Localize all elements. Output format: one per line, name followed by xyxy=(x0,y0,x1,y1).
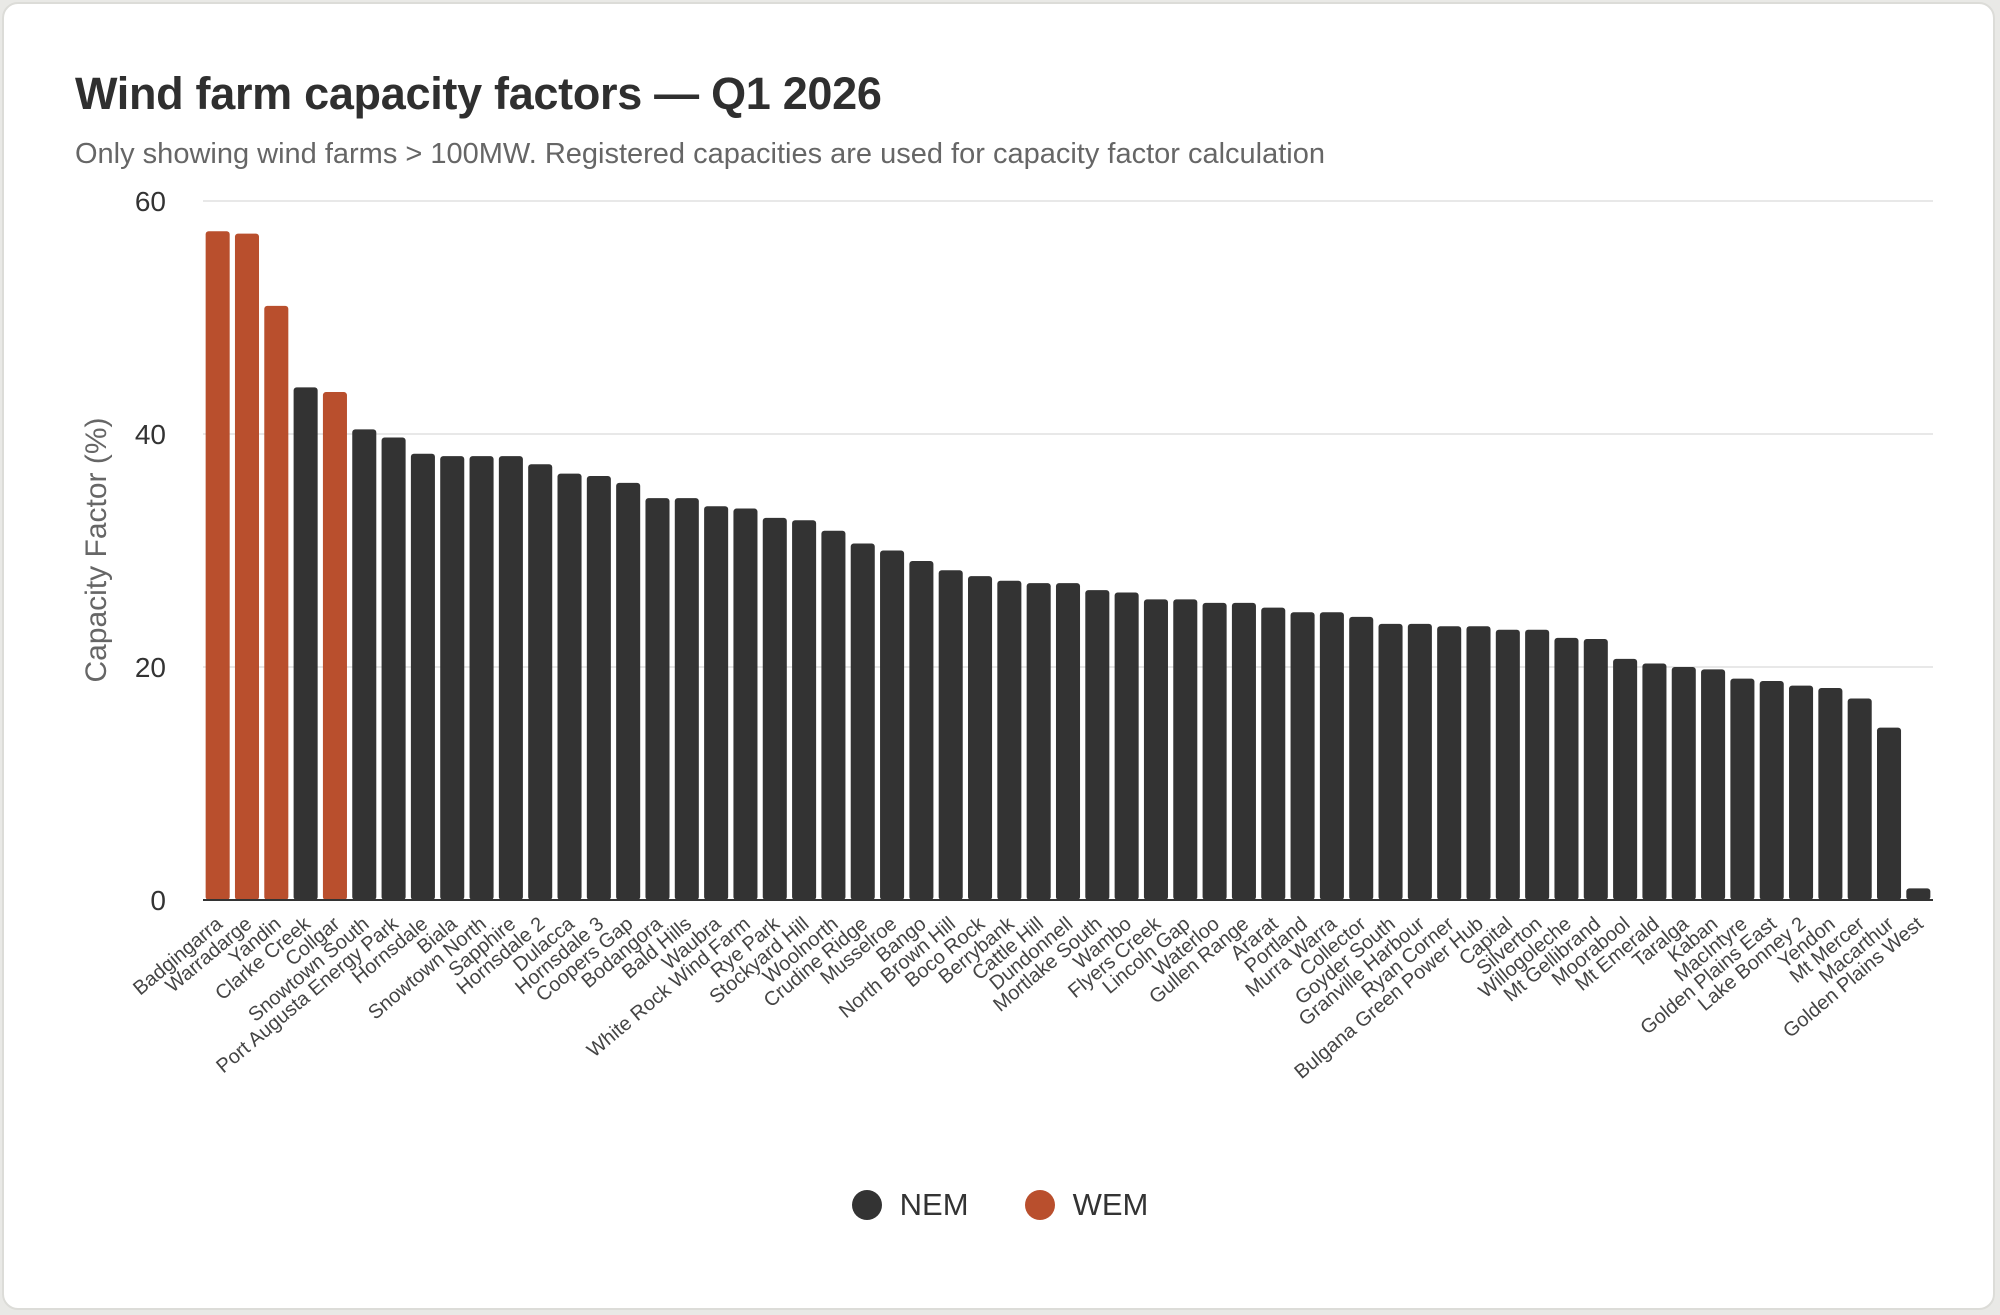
y-axis-ticks: 0 20 40 60 xyxy=(135,186,166,916)
y-tick-label: 0 xyxy=(150,885,166,916)
bar-murra-warra[interactable] xyxy=(1319,612,1344,900)
chart-subtitle: Only showing wind farms > 100MW. Registe… xyxy=(75,138,1326,170)
bar-musselroe[interactable] xyxy=(880,550,905,901)
bar-snowtown-south[interactable] xyxy=(352,429,377,900)
bar-port-augusta-energy-park[interactable] xyxy=(381,437,406,900)
bar-hornsdale-3[interactable] xyxy=(586,475,611,900)
bar-berrybank[interactable] xyxy=(997,580,1022,900)
bar-warradarge[interactable] xyxy=(234,233,260,900)
bar-boco-rock[interactable] xyxy=(968,576,993,900)
bar-lake-bonney-2[interactable] xyxy=(1789,685,1814,900)
nem-dot-icon xyxy=(851,1190,882,1220)
bar-bulgana-green-power-hub[interactable] xyxy=(1466,626,1491,900)
bar-badgingarra[interactable] xyxy=(205,231,230,901)
bar-biala[interactable] xyxy=(440,456,465,900)
bar-snowtown-north[interactable] xyxy=(469,456,494,900)
bar-woolnorth[interactable] xyxy=(821,530,846,900)
bar-collector[interactable] xyxy=(1349,616,1374,900)
bar-mt-gellibrand[interactable] xyxy=(1583,639,1608,900)
y-axis-label: Capacity Factor (%) xyxy=(80,417,113,682)
bar-stockyard-hill[interactable] xyxy=(792,520,817,900)
bar-willogoleche[interactable] xyxy=(1554,637,1579,900)
bar-moorabool[interactable] xyxy=(1613,658,1638,900)
bar-goyder-south[interactable] xyxy=(1378,623,1403,900)
bar-capital[interactable] xyxy=(1495,629,1520,900)
bar-waterloo[interactable] xyxy=(1202,602,1227,900)
bar-hornsdale[interactable] xyxy=(410,453,435,900)
wem-dot-icon xyxy=(1024,1190,1055,1220)
y-tick-label: 20 xyxy=(135,652,166,683)
bar-lincoln-gap[interactable] xyxy=(1173,599,1198,900)
bar-mortlake-south[interactable] xyxy=(1085,590,1110,900)
bar-bodangora[interactable] xyxy=(645,498,670,900)
bar-cattle-hill[interactable] xyxy=(1026,583,1051,900)
bar-bald-hills[interactable] xyxy=(674,498,699,900)
bar-dundonnell[interactable] xyxy=(1055,583,1081,900)
bar-taralga[interactable] xyxy=(1671,667,1696,900)
bar-kaban[interactable] xyxy=(1701,669,1726,900)
bar-golden-plains-west[interactable] xyxy=(1906,888,1931,900)
bar-hornsdale-2[interactable] xyxy=(528,464,553,900)
bar-rye-park[interactable] xyxy=(762,517,787,900)
bar-yandin[interactable] xyxy=(264,305,289,901)
chart-title: Wind farm capacity factors — Q1 2026 xyxy=(75,68,882,119)
bar-ararat[interactable] xyxy=(1261,607,1286,900)
bars xyxy=(205,231,1931,901)
bar-portland[interactable] xyxy=(1290,612,1315,900)
bar-macintyre[interactable] xyxy=(1730,678,1755,900)
bar-white-rock-wind-farm[interactable] xyxy=(733,508,758,900)
y-tick-label: 60 xyxy=(135,186,166,217)
bar-granville-harbour[interactable] xyxy=(1407,623,1432,900)
bar-golden-plains-east[interactable] xyxy=(1759,680,1784,900)
bar-clarke-creek[interactable] xyxy=(293,387,318,900)
bar-mt-emerald[interactable] xyxy=(1642,663,1667,900)
bar-flyers-creek[interactable] xyxy=(1143,599,1168,900)
bar-bango[interactable] xyxy=(909,560,934,900)
legend-label-wem: WEM xyxy=(1072,1187,1149,1222)
legend-item-wem[interactable]: WEM xyxy=(1024,1187,1149,1223)
bar-mt-mercer[interactable] xyxy=(1847,698,1872,900)
y-tick-label: 40 xyxy=(135,419,166,450)
bar-collgar[interactable] xyxy=(322,392,347,900)
legend: NEM WEM xyxy=(0,1187,2000,1223)
bar-macarthur[interactable] xyxy=(1876,727,1902,900)
bar-dulacca[interactable] xyxy=(557,473,582,900)
bar-sapphire[interactable] xyxy=(498,456,523,900)
bar-north-brown-hill[interactable] xyxy=(938,570,963,900)
bar-wambo[interactable] xyxy=(1114,592,1139,900)
bar-yendon[interactable] xyxy=(1818,687,1843,900)
bar-coopers-gap[interactable] xyxy=(616,482,641,900)
bar-gullen-range[interactable] xyxy=(1231,602,1256,900)
bar-silverton[interactable] xyxy=(1525,629,1550,900)
bar-waubra[interactable] xyxy=(704,506,729,900)
legend-label-nem: NEM xyxy=(899,1187,969,1222)
bar-crudine-ridge[interactable] xyxy=(850,543,875,900)
bar-ryan-corner[interactable] xyxy=(1437,626,1462,900)
legend-item-nem[interactable]: NEM xyxy=(851,1187,969,1223)
